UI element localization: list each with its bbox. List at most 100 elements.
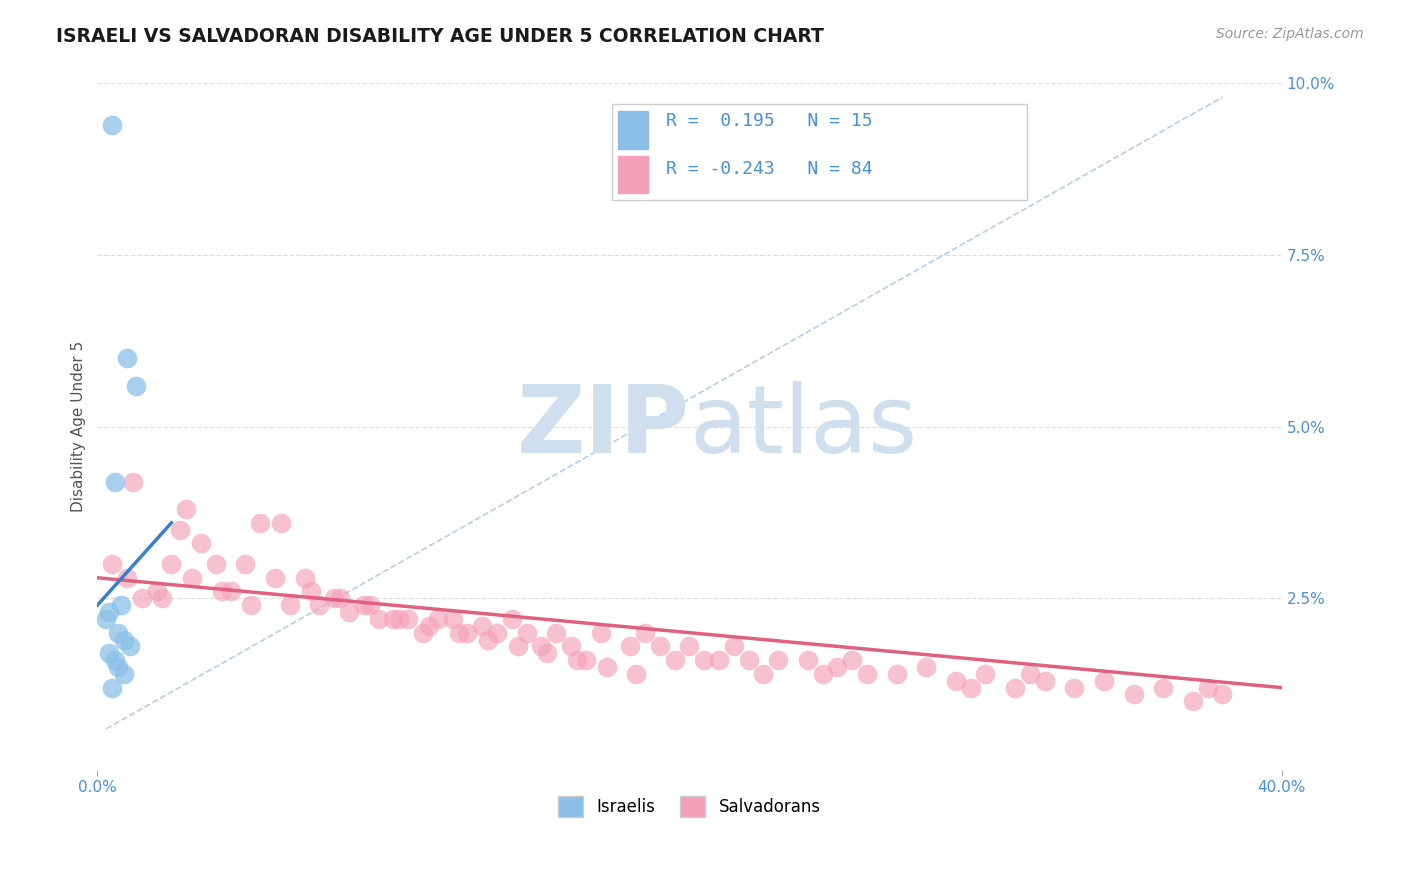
Point bbox=[98, 646, 121, 660]
Point bbox=[634, 625, 657, 640]
Point bbox=[152, 591, 174, 606]
Point bbox=[678, 640, 700, 654]
Text: R =  0.195   N = 15: R = 0.195 N = 15 bbox=[666, 112, 872, 130]
Point bbox=[1152, 681, 1174, 695]
Point bbox=[204, 557, 226, 571]
Point bbox=[447, 625, 470, 640]
Bar bbox=[619, 155, 648, 194]
Point bbox=[174, 502, 197, 516]
Y-axis label: Disability Age Under 5: Disability Age Under 5 bbox=[72, 341, 86, 512]
Point bbox=[359, 599, 381, 613]
Point bbox=[115, 571, 138, 585]
Text: Source: ZipAtlas.com: Source: ZipAtlas.com bbox=[1216, 27, 1364, 41]
Point bbox=[418, 619, 440, 633]
Point bbox=[329, 591, 352, 606]
Point bbox=[737, 653, 759, 667]
Point bbox=[707, 653, 730, 667]
Point bbox=[396, 612, 419, 626]
Text: ZIP: ZIP bbox=[516, 381, 689, 473]
Point bbox=[101, 557, 124, 571]
Point bbox=[530, 640, 553, 654]
Point bbox=[1211, 688, 1233, 702]
Point bbox=[412, 625, 434, 640]
Point bbox=[471, 619, 494, 633]
Point bbox=[101, 118, 124, 132]
Point bbox=[107, 625, 129, 640]
Point bbox=[1181, 694, 1204, 708]
Legend: Israelis, Salvadorans: Israelis, Salvadorans bbox=[551, 789, 828, 823]
Point bbox=[752, 666, 775, 681]
Point bbox=[122, 475, 145, 489]
Point bbox=[501, 612, 523, 626]
Point bbox=[693, 653, 716, 667]
Point bbox=[589, 625, 612, 640]
Point bbox=[797, 653, 820, 667]
Point bbox=[278, 599, 301, 613]
Point bbox=[110, 599, 132, 613]
Point bbox=[270, 516, 292, 530]
Point bbox=[575, 653, 598, 667]
Point bbox=[1092, 673, 1115, 688]
Point bbox=[118, 640, 141, 654]
Point bbox=[595, 660, 617, 674]
Point bbox=[485, 625, 508, 640]
Point bbox=[169, 523, 191, 537]
Point bbox=[827, 660, 849, 674]
Point bbox=[104, 475, 127, 489]
Point bbox=[1197, 681, 1219, 695]
Point bbox=[294, 571, 316, 585]
Point bbox=[264, 571, 287, 585]
Point bbox=[98, 605, 121, 619]
Point bbox=[841, 653, 863, 667]
Point bbox=[107, 660, 129, 674]
Point bbox=[886, 666, 908, 681]
Point bbox=[477, 632, 499, 647]
Point bbox=[337, 605, 360, 619]
Point bbox=[101, 681, 124, 695]
Point bbox=[388, 612, 411, 626]
Point bbox=[516, 625, 538, 640]
Point bbox=[441, 612, 464, 626]
Point bbox=[181, 571, 204, 585]
Point bbox=[308, 599, 330, 613]
Point bbox=[1004, 681, 1026, 695]
Bar bbox=[619, 111, 648, 149]
Point bbox=[945, 673, 967, 688]
Point bbox=[249, 516, 271, 530]
Point bbox=[219, 584, 242, 599]
Point bbox=[565, 653, 588, 667]
Point bbox=[240, 599, 263, 613]
Point bbox=[112, 666, 135, 681]
Point bbox=[856, 666, 879, 681]
Point bbox=[619, 640, 641, 654]
Point bbox=[959, 681, 981, 695]
Point bbox=[664, 653, 686, 667]
Point bbox=[915, 660, 938, 674]
Point bbox=[382, 612, 405, 626]
Point bbox=[1033, 673, 1056, 688]
Text: atlas: atlas bbox=[689, 381, 918, 473]
Point bbox=[125, 378, 148, 392]
Point bbox=[112, 632, 135, 647]
Point bbox=[560, 640, 582, 654]
Point bbox=[768, 653, 790, 667]
Point bbox=[145, 584, 167, 599]
Point bbox=[1063, 681, 1085, 695]
Point bbox=[506, 640, 529, 654]
Point bbox=[160, 557, 183, 571]
Point bbox=[367, 612, 389, 626]
Point bbox=[131, 591, 153, 606]
Text: ISRAELI VS SALVADORAN DISABILITY AGE UNDER 5 CORRELATION CHART: ISRAELI VS SALVADORAN DISABILITY AGE UND… bbox=[56, 27, 824, 45]
Point bbox=[624, 666, 647, 681]
Point bbox=[1122, 688, 1144, 702]
Point bbox=[190, 536, 212, 550]
Point bbox=[211, 584, 233, 599]
Point bbox=[115, 351, 138, 365]
Point bbox=[235, 557, 257, 571]
Point bbox=[353, 599, 375, 613]
Point bbox=[104, 653, 127, 667]
Point bbox=[811, 666, 834, 681]
Point bbox=[456, 625, 478, 640]
Point bbox=[299, 584, 322, 599]
Point bbox=[723, 640, 745, 654]
